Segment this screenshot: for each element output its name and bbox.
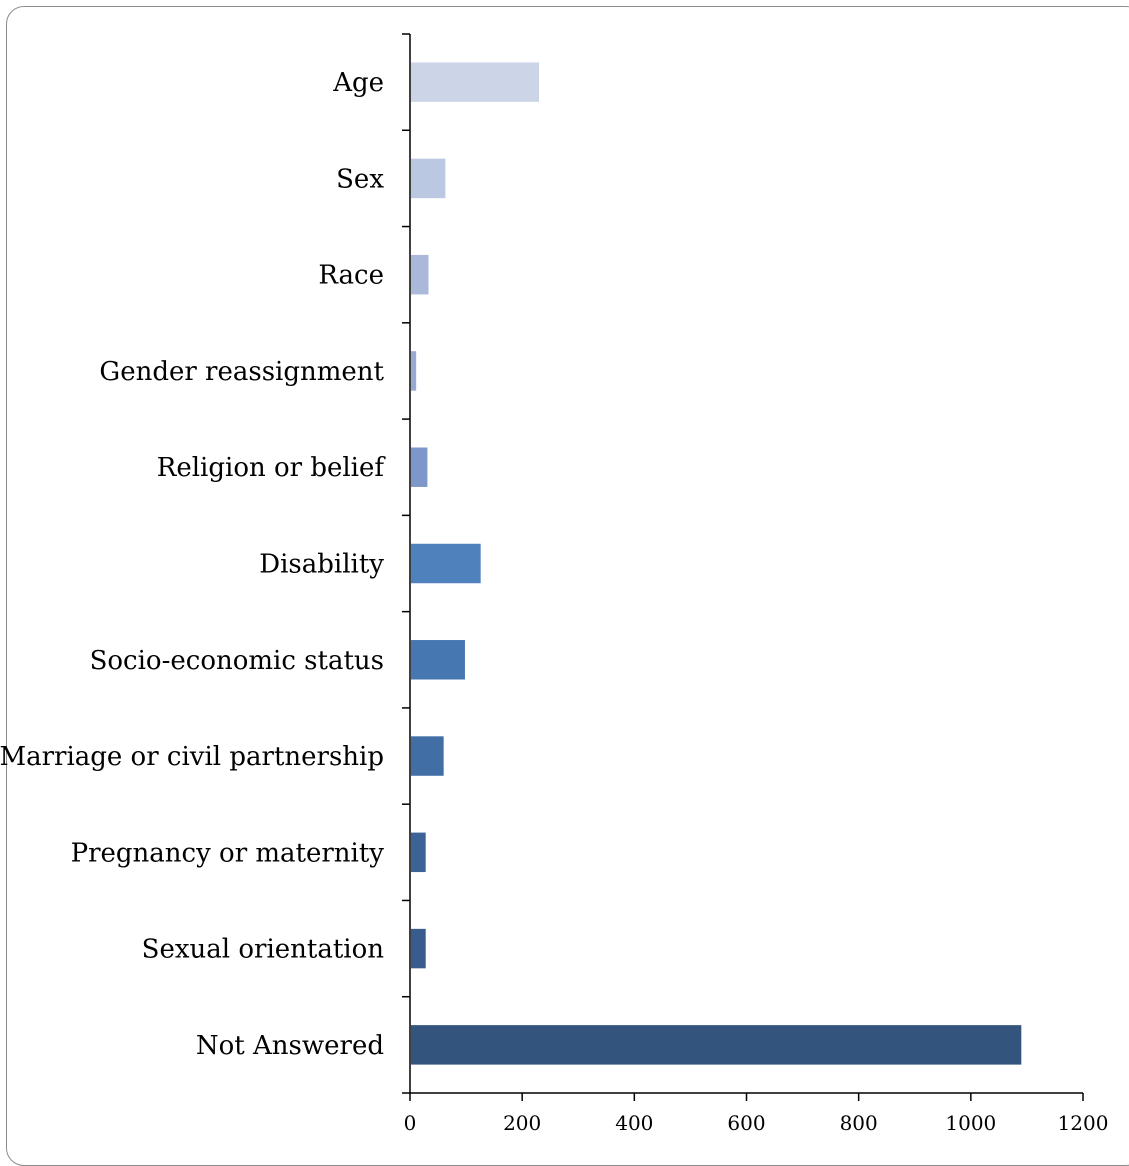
chart-frame [6, 6, 1129, 1166]
category-label: Religion or belief [157, 453, 387, 483]
bar-socio-economic-status [411, 640, 465, 680]
x-tick-label: 400 [615, 1111, 653, 1135]
bar-sex [411, 158, 446, 199]
category-label: Socio-economic status [90, 646, 384, 676]
bar-gender-reassignment [411, 351, 417, 391]
category-label: Not Answered [196, 1031, 384, 1061]
bar-pregnancy-or-maternity [411, 832, 426, 873]
x-tick-label: 0 [404, 1111, 417, 1135]
bar-sexual-orientation [411, 928, 426, 969]
category-label: Race [318, 261, 384, 291]
category-label: Marriage or civil partnership [0, 742, 384, 772]
bar-age [411, 62, 539, 102]
x-tick-label: 1200 [1058, 1111, 1109, 1135]
bar-not-answered [411, 1025, 1022, 1065]
category-label: Disability [259, 550, 384, 580]
bar-marriage-or-civil-partnership [411, 736, 444, 776]
category-label: Pregnancy or maternity [71, 838, 385, 868]
category-label: Sex [336, 164, 384, 194]
bar-disability [411, 543, 481, 584]
x-tick-label: 600 [727, 1111, 765, 1135]
bar-religion-or-belief [411, 447, 428, 487]
bar-race [411, 254, 429, 295]
category-label: Sexual orientation [142, 935, 385, 965]
category-label: Age [332, 68, 384, 98]
x-tick-label: 800 [840, 1111, 878, 1135]
category-label: Gender reassignment [99, 357, 384, 387]
x-tick-label: 1000 [945, 1111, 996, 1135]
x-tick-label: 200 [503, 1111, 541, 1135]
